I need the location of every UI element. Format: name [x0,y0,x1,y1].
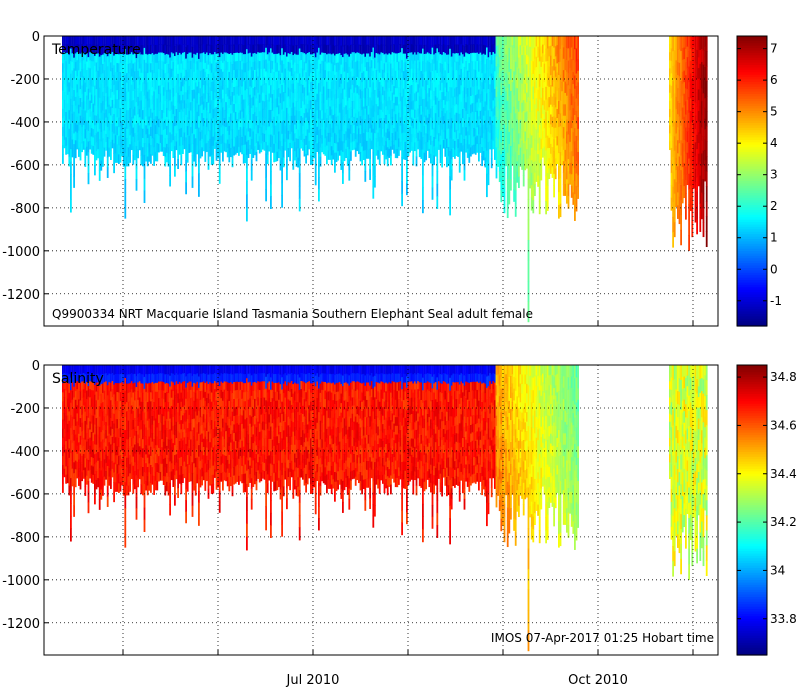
colorbar-tick-label: -1 [770,294,782,308]
y-tick-label: -600 [10,159,40,174]
y-tick-label: 0 [32,30,40,45]
y-tick-label: -1200 [2,288,40,303]
profile-casts [62,365,708,652]
grid-lines [44,365,718,655]
y-tick-label: 0 [32,359,40,374]
colorbar-tick-label: 5 [770,105,778,119]
colorbar-tick-label: 2 [770,199,778,213]
platform-annotation: Q9900334 NRT Macquarie Island Tasmania S… [52,307,533,321]
y-tick-label: -200 [10,73,40,88]
axes-frame [43,35,719,327]
panel-title: Salinity [52,371,104,387]
y-tick-label: -800 [10,531,40,546]
colorbar-tick-label: 0 [770,262,778,276]
y-tick-label: -600 [10,488,40,503]
colorbar-tick-label: 1 [770,231,778,245]
colorbar: 34.8 34.6 34.4 34.2 34 33.8 [736,364,797,656]
y-tick-label: -400 [10,445,40,460]
y-tick-label: -200 [10,402,40,417]
y-tick-label: -1000 [2,574,40,589]
y-tick-label: -800 [10,202,40,217]
colorbar-tick-label: 34.2 [770,515,797,529]
colorbar-tick-label: 34.4 [770,467,797,481]
x-tick-label-oct-2010: Oct 2010 [568,673,628,688]
colorbar-tick-label: 3 [770,168,778,182]
temperature-panel: 0 -200 -400 -600 -800 -1000 -1200 Temperature Q9… [2,30,782,327]
colorbar-tick-label: 34.8 [770,370,797,384]
colorbar-tick-label: 33.8 [770,612,797,626]
y-tick-label: -1200 [2,617,40,632]
panel-title: Temperature [51,42,141,58]
grid-lines [44,36,718,326]
colorbar-tick-label: 34 [770,563,785,577]
profile-casts [62,36,708,323]
colorbar: 7 6 5 4 3 2 1 0 -1 [736,35,782,327]
colorbar-tick-label: 34.6 [770,418,797,432]
x-tick-label-jul-2010: Jul 2010 [286,673,340,688]
axes-frame [43,364,719,656]
colorbar-tick-label: 4 [770,136,778,150]
salinity-panel: 0 -200 -400 -600 -800 -1000 -1200 Salinity IMOS … [2,359,797,656]
colorbar-tick-label: 6 [770,73,778,87]
credit-annotation: IMOS 07-Apr-2017 01:25 Hobart time [491,631,714,645]
y-tick-label: -1000 [2,245,40,260]
y-tick-label: -400 [10,116,40,131]
time-axis: Jul 2010 Oct 2010 [286,673,628,688]
colorbar-tick-label: 7 [770,42,778,56]
